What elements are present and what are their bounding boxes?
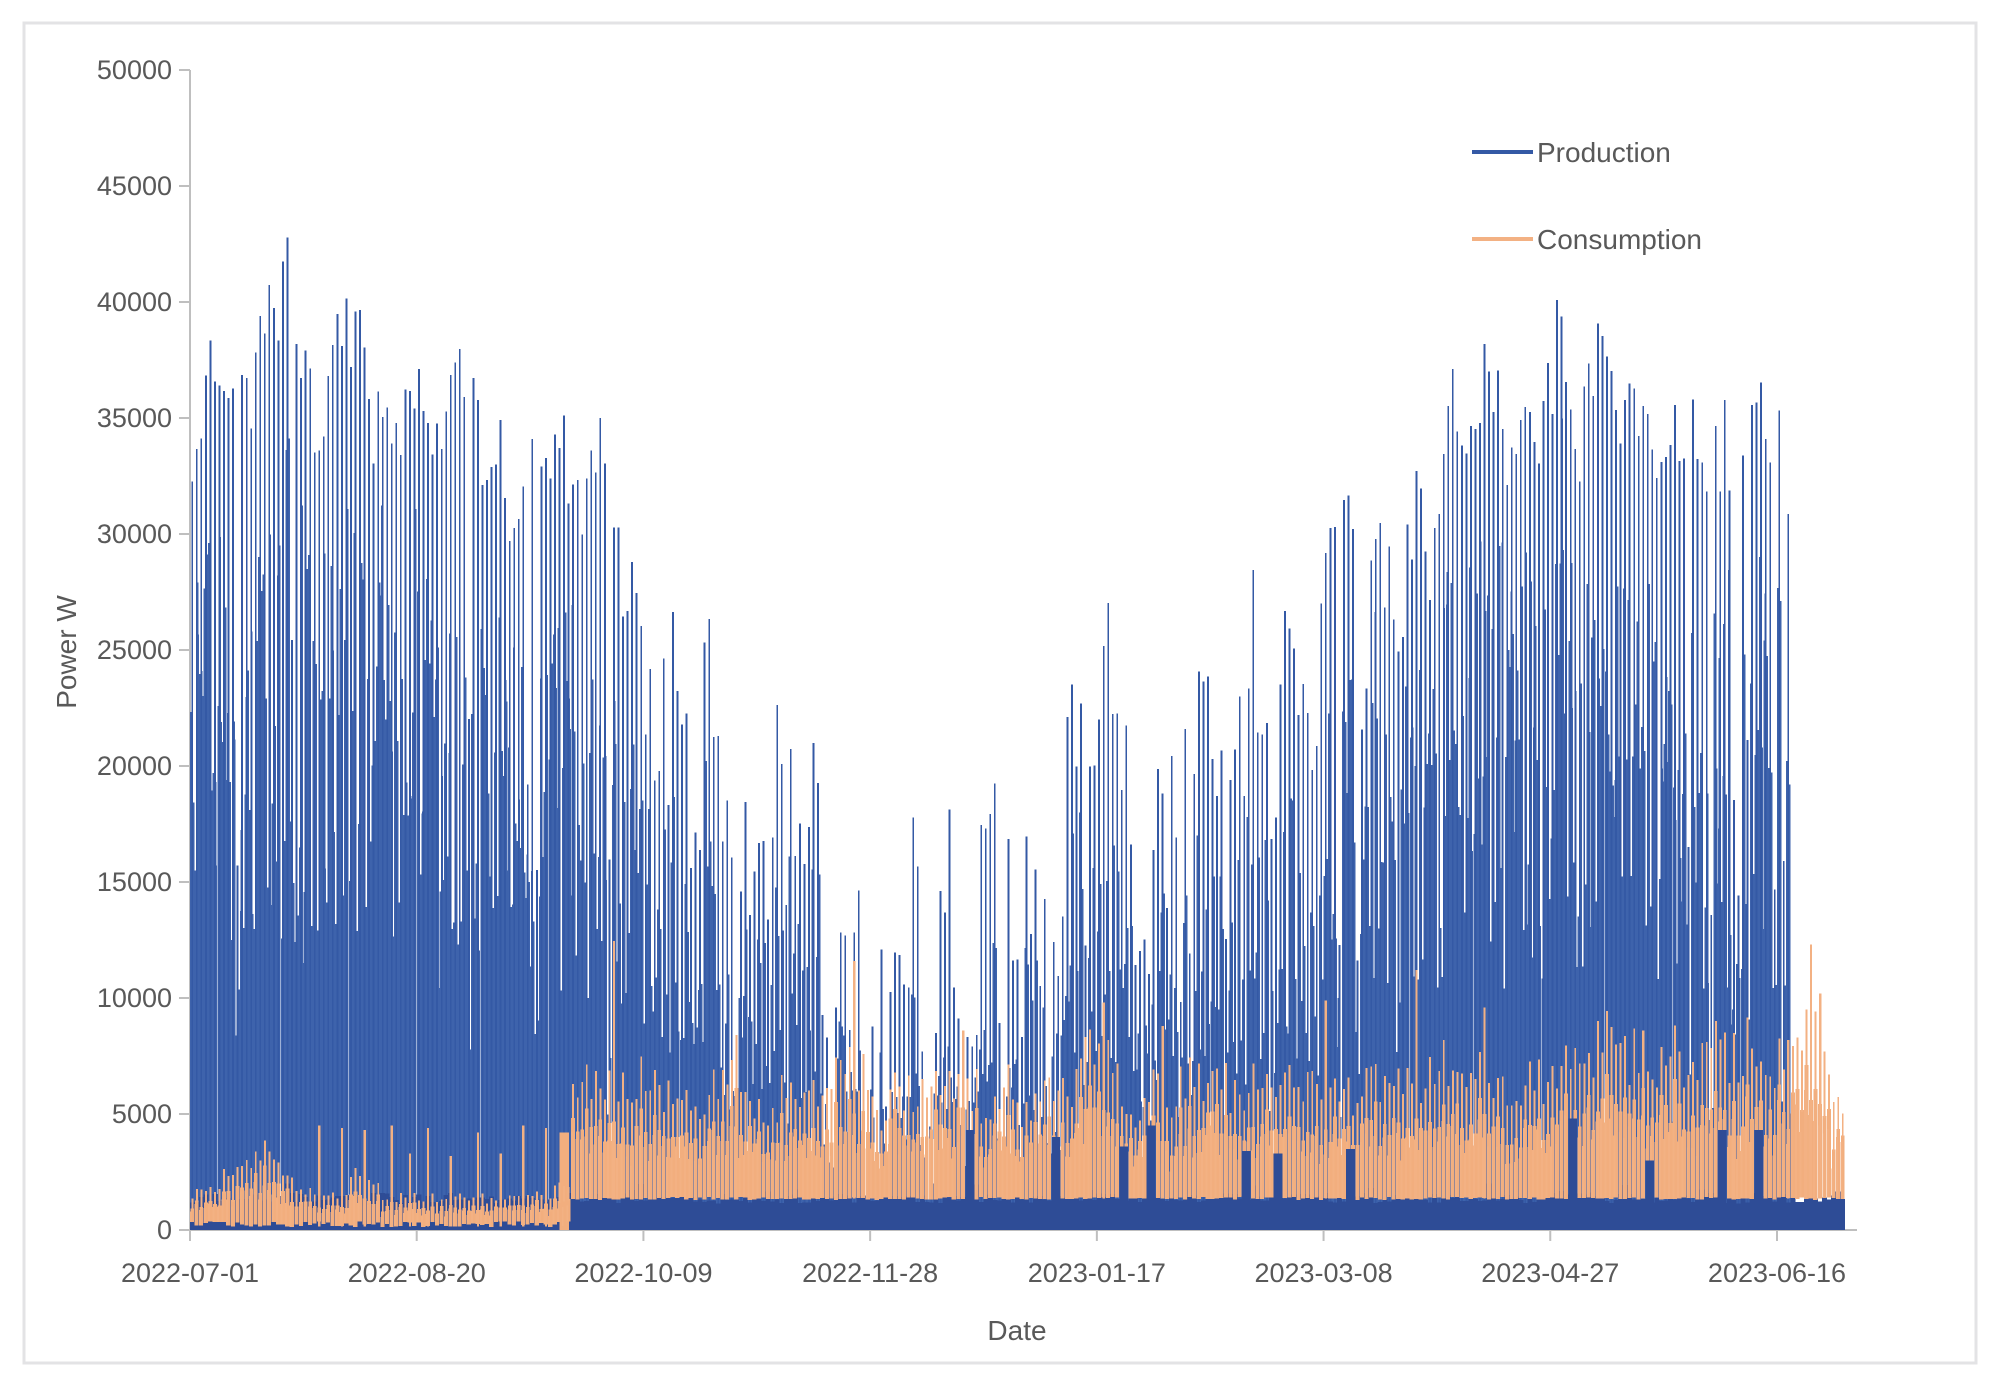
data-gap-block — [1051, 1137, 1061, 1230]
chart-frame-border — [22, 21, 1978, 1365]
x-tick-label: 2022-08-20 — [348, 1258, 486, 1288]
x-tick-label: 2022-07-01 — [121, 1258, 259, 1288]
data-gap-block — [1346, 1148, 1355, 1230]
data-gap-block — [1119, 1146, 1129, 1230]
x-axis-tick-labels: 2022-07-01 2022-08-20 2022-10-09 2022-11-28… — [121, 1258, 1846, 1288]
consumption-daily-peak-strokes — [189, 1011, 1844, 1228]
y-tick-label: 15000 — [97, 867, 172, 897]
data-gap-block — [1241, 1151, 1251, 1230]
y-tick-label: 50000 — [97, 55, 172, 85]
consumption-series — [189, 941, 1845, 1230]
legend-production-label: Production — [1537, 137, 1671, 168]
x-tick-label: 2023-03-08 — [1254, 1258, 1392, 1288]
y-tick-label: 40000 — [97, 287, 172, 317]
data-gap-block — [1568, 1118, 1577, 1230]
x-tick-label: 2022-10-09 — [574, 1258, 712, 1288]
consumption-pre-step-block — [559, 1132, 569, 1230]
legend: Production Consumption — [1472, 137, 1702, 255]
y-tick-label: 25000 — [97, 635, 172, 665]
x-tick-label: 2022-11-28 — [802, 1258, 938, 1288]
y-axis-title: Power W — [51, 595, 82, 709]
data-gap-block — [1718, 1130, 1727, 1230]
data-gap-block — [1645, 1160, 1655, 1230]
data-gap-blocks — [965, 1118, 1763, 1230]
y-tick-label: 0 — [157, 1215, 172, 1245]
y-tick-label: 10000 — [97, 983, 172, 1013]
x-tick-label: 2023-04-27 — [1481, 1258, 1619, 1288]
x-axis-title: Date — [987, 1315, 1046, 1346]
x-tick-label: 2023-06-16 — [1708, 1258, 1846, 1288]
y-tick-label: 5000 — [112, 1099, 172, 1129]
y-axis-tick-labels: 0 5000 10000 15000 20000 25000 30000 35000 40000… — [97, 55, 172, 1245]
production-daily-peak-strokes — [191, 237, 1790, 1230]
y-tick-label: 20000 — [97, 751, 172, 781]
y-tick-label: 30000 — [97, 519, 172, 549]
data-gap-block — [1754, 1130, 1763, 1230]
consumption-spike-strokes — [318, 941, 1822, 1227]
y-tick-label: 45000 — [97, 171, 172, 201]
consumption-daily-band — [190, 1065, 1845, 1228]
production-series — [189, 237, 1846, 1230]
data-gap-block — [1146, 1125, 1156, 1230]
y-tick-label: 35000 — [97, 403, 172, 433]
x-tick-label: 2023-01-17 — [1028, 1258, 1166, 1288]
data-gap-block — [965, 1130, 974, 1230]
data-gap-block — [1273, 1153, 1283, 1230]
legend-consumption-label: Consumption — [1537, 224, 1702, 255]
